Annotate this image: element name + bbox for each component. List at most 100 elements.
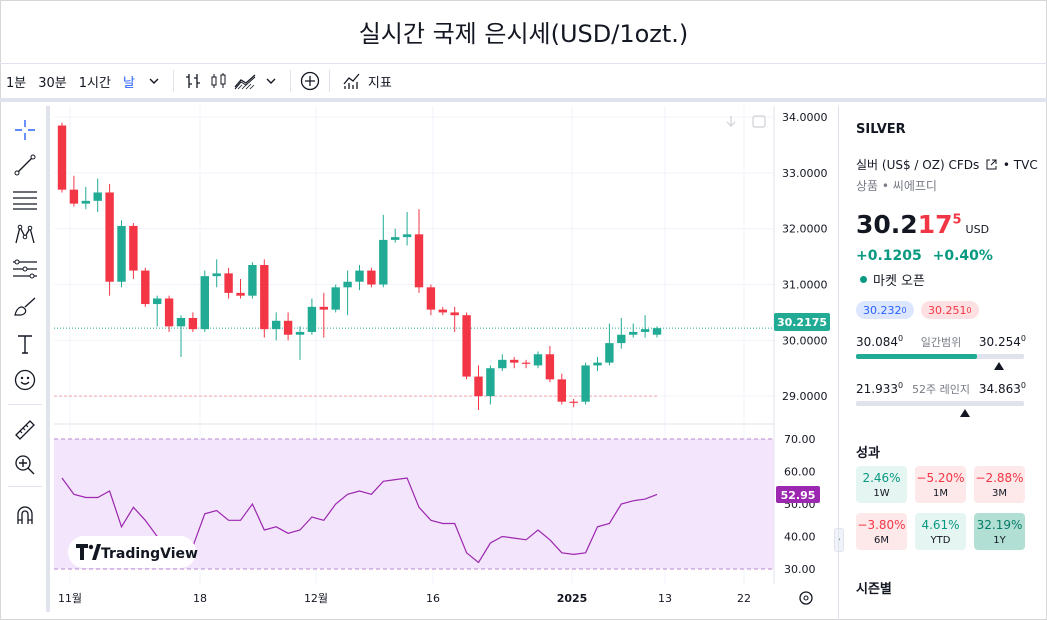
interval-30m-label: 30분 xyxy=(38,75,67,91)
candle-body xyxy=(224,273,233,293)
time-axis: 11월 18 12월 16 2025 13 22 xyxy=(58,592,751,605)
rsi-value-tag xyxy=(776,486,820,503)
area-style-icon[interactable] xyxy=(232,68,258,94)
indicators-button[interactable]: 지표 xyxy=(336,66,398,96)
candle-body xyxy=(117,225,126,282)
performance-value: 2.46% xyxy=(862,470,901,485)
candle-body xyxy=(153,298,162,305)
candle-body xyxy=(69,189,79,204)
market-status-label: 마켓 오픈 xyxy=(873,274,925,289)
price-change-abs: +0.1205 xyxy=(856,248,922,264)
day-high: 30.2540 xyxy=(978,334,1026,349)
symbol-ticker[interactable]: SILVER xyxy=(856,122,906,137)
interval-1h-button[interactable]: 1시간 xyxy=(73,66,117,96)
candle-body xyxy=(521,362,531,364)
candle-body xyxy=(236,292,245,296)
ask-superscript: 0 xyxy=(966,305,972,315)
fullscreen-icon[interactable] xyxy=(752,115,766,128)
magnet-icon[interactable] xyxy=(11,501,39,529)
performance-period: YTD xyxy=(930,534,951,546)
performance-period: 3M xyxy=(992,487,1007,499)
market-status: 마켓 오픈 xyxy=(860,270,925,289)
candle-body xyxy=(391,237,400,240)
horizontal-lines-icon[interactable] xyxy=(11,186,39,214)
candle-body xyxy=(319,306,328,310)
candle-body xyxy=(533,354,543,366)
chart-settings-icon[interactable] xyxy=(799,591,813,605)
candle-body xyxy=(105,192,114,282)
performance-value: −3.80% xyxy=(857,517,906,532)
performance-cell-1y[interactable]: 32.19% 1Y xyxy=(974,513,1025,550)
symbol-name[interactable]: 실버 (US$ / OZ) CFDs xyxy=(856,158,980,172)
performance-cell-6m[interactable]: −3.80% 6M xyxy=(856,513,907,550)
week52-range-labels: 21.9330 52주 레인지 34.8630 xyxy=(856,381,1026,397)
interval-dropdown-chevron-icon[interactable] xyxy=(141,68,167,94)
brush-icon[interactable] xyxy=(11,293,39,321)
tradingview-logo-icon xyxy=(76,544,101,560)
emoji-icon[interactable] xyxy=(11,366,39,394)
time-tick-label: 16 xyxy=(426,592,440,605)
time-tick-label: 11월 xyxy=(58,592,82,605)
zoom-in-icon[interactable] xyxy=(11,451,39,479)
candle-body xyxy=(260,265,269,330)
interval-1m-label: 1분 xyxy=(6,75,27,91)
crosshair-icon[interactable] xyxy=(11,116,39,144)
candle-body xyxy=(272,320,281,330)
data-source: TVC xyxy=(1013,158,1038,172)
candle-body xyxy=(295,331,305,335)
toolbar-divider xyxy=(289,70,291,92)
candle-body xyxy=(331,287,340,310)
price-change-pct: +0.40% xyxy=(932,248,993,264)
candle-body xyxy=(510,359,519,363)
performance-period: 1Y xyxy=(993,534,1006,546)
performance-period: 6M xyxy=(874,534,889,546)
chart-area[interactable]: 34.0000 33.0000 32.0000 31.0000 30.0000 29.00… xyxy=(54,106,834,612)
performance-period: 1W xyxy=(873,487,890,499)
price-axis: 34.0000 33.0000 32.0000 31.0000 30.0000 29.00… xyxy=(782,111,828,403)
candle-body xyxy=(652,328,662,335)
price-tick-label: 30.0000 xyxy=(782,334,828,347)
time-tick-label: 12월 xyxy=(304,592,328,605)
compare-add-icon[interactable] xyxy=(297,68,323,94)
performance-cell-1m[interactable]: −5.20% 1M xyxy=(915,466,966,503)
performance-cell-3m[interactable]: −2.88% 3M xyxy=(974,466,1025,503)
candle-body xyxy=(57,125,67,190)
pattern-icon[interactable] xyxy=(11,221,39,249)
candle-body xyxy=(557,379,566,402)
fib-retracement-icon[interactable] xyxy=(11,256,39,284)
ruler-icon[interactable] xyxy=(11,416,39,444)
interval-1m-button[interactable]: 1분 xyxy=(0,66,32,96)
interval-30m-button[interactable]: 30분 xyxy=(32,66,73,96)
performance-cell-1w[interactable]: 2.46% 1W xyxy=(856,466,907,503)
text-tool-icon[interactable] xyxy=(11,330,39,358)
candle-body xyxy=(438,309,447,313)
price-tick-label: 33.0000 xyxy=(782,167,828,180)
price-main: 30.2 xyxy=(856,210,918,239)
download-icon[interactable] xyxy=(726,116,736,127)
candle-style-icon[interactable] xyxy=(206,68,232,94)
performance-cell-ytd[interactable]: 4.61% YTD xyxy=(915,513,966,550)
candle-body xyxy=(569,401,578,403)
candle-body xyxy=(141,270,150,305)
tools-divider xyxy=(8,486,42,487)
bar-style-icon[interactable] xyxy=(180,68,206,94)
candle-body xyxy=(379,239,388,285)
chart-toolbar: 1분 30분 1시간 날 지표 xyxy=(0,64,1047,102)
market-open-dot-icon xyxy=(860,276,867,283)
candle-body xyxy=(367,270,376,285)
candle-body xyxy=(343,281,352,288)
interval-day-label: 날 xyxy=(122,75,135,91)
interval-day-button[interactable]: 날 xyxy=(117,66,141,96)
candle-body xyxy=(188,318,198,330)
day-range-labels: 30.0840 일간범위 30.2540 xyxy=(856,334,1026,350)
rsi-tick-label: 70.00 xyxy=(784,433,816,446)
price-highlight: 17 xyxy=(917,210,953,239)
symbol-info-panel: SILVER 실버 (US$ / OZ) CFDs • TVC 상품 • 씨에프… xyxy=(838,106,1047,620)
symbol-category: 상품 • 씨에프디 xyxy=(856,179,937,193)
chart-type-chevron-icon[interactable] xyxy=(258,68,284,94)
trend-line-icon[interactable] xyxy=(11,151,39,179)
candle-body xyxy=(93,192,102,201)
external-link-icon[interactable] xyxy=(986,159,997,170)
price-chart[interactable]: 34.0000 33.0000 32.0000 31.0000 30.0000 29.00… xyxy=(54,106,834,612)
candle-body xyxy=(248,265,257,296)
